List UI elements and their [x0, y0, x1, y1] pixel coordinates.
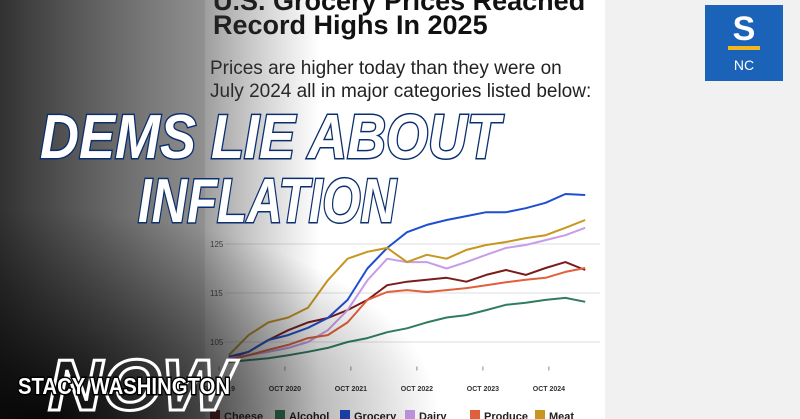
headline: DEMS LIE ABOUT — [40, 103, 504, 172]
logo-letter: S — [733, 10, 756, 48]
overlay: DEMS LIE ABOUT INFLATION — [39, 102, 506, 238]
logo-state: NC — [734, 57, 754, 73]
brand-name: STACY WASHINGTON — [18, 373, 230, 399]
headline: INFLATION — [138, 167, 397, 236]
logo-bar — [728, 46, 760, 50]
brand-show: NOW — [48, 346, 239, 419]
logo-box — [705, 5, 783, 81]
